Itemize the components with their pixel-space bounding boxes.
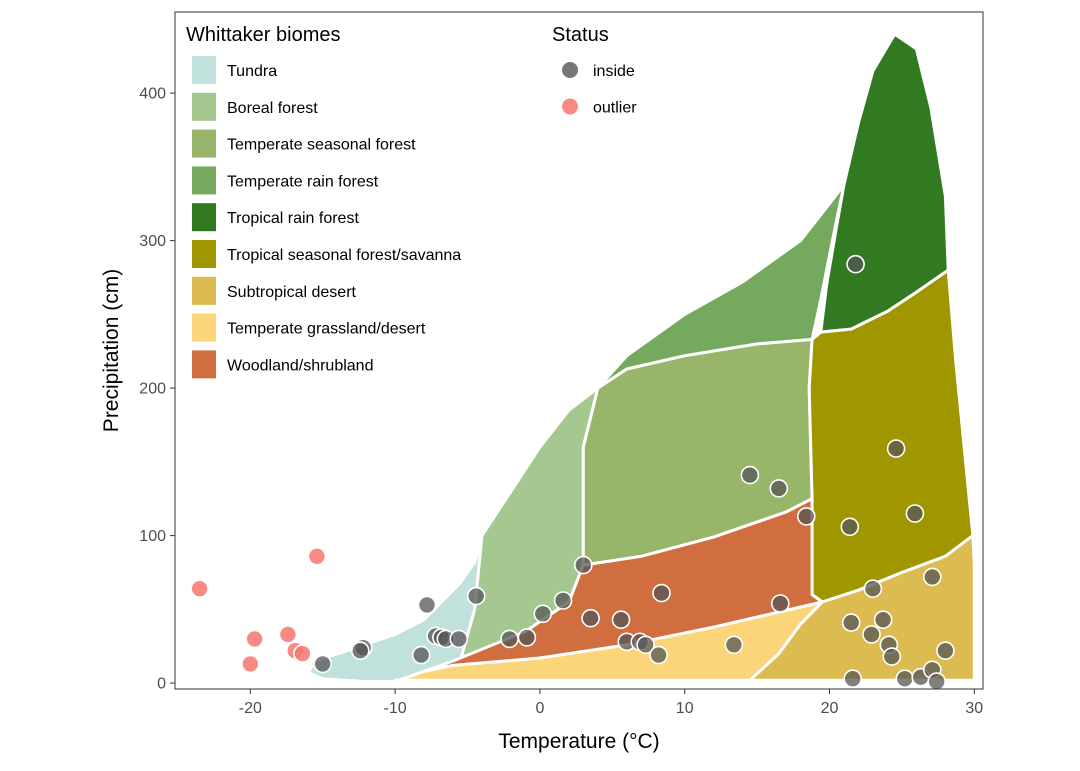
legend-swatch-temperate-grassland-desert <box>192 313 216 342</box>
point-outlier <box>307 546 327 566</box>
legend-status-title: Status <box>552 24 609 46</box>
point-inside <box>927 672 947 691</box>
point-inside <box>841 613 861 632</box>
x-tick-label: 10 <box>676 700 694 717</box>
point-inside <box>611 610 631 630</box>
point-inside <box>411 645 431 665</box>
legend-label-tropical-rain-forest: Tropical rain forest <box>227 210 359 227</box>
point-inside <box>770 594 790 613</box>
y-tick-label: 200 <box>139 381 166 398</box>
legend-biomes-title: Whittaker biomes <box>186 24 341 46</box>
legend-swatch-woodland-shrubland <box>192 350 216 379</box>
point-outlier <box>241 654 260 674</box>
point-inside <box>417 595 437 615</box>
y-tick-label: 400 <box>139 86 166 103</box>
point-outlier <box>293 644 312 663</box>
legend-label-temperate-seasonal-forest: Temperate seasonal forest <box>227 137 416 154</box>
point-inside <box>862 625 881 644</box>
legend-label-subtropical-desert: Subtropical desert <box>227 284 357 301</box>
point-outlier <box>245 629 264 649</box>
point-inside <box>905 504 925 523</box>
point-inside <box>886 439 906 458</box>
legend-swatch-temperate-rain-forest <box>192 166 216 195</box>
legend-label-temperate-rain-forest: Temperate rain forest <box>227 173 379 190</box>
point-inside <box>517 628 537 647</box>
x-tick-label: -10 <box>384 700 407 717</box>
point-inside <box>840 517 860 537</box>
legend-label-temperate-grassland-desert: Temperate grassland/desert <box>227 321 426 338</box>
point-outlier <box>190 579 209 599</box>
x-tick-label: -20 <box>239 700 262 717</box>
y-axis-title: Precipitation (cm) <box>100 269 123 432</box>
legend-key-inside <box>562 62 578 78</box>
point-inside <box>796 507 816 526</box>
legend-swatch-tropical-rain-forest <box>192 203 216 232</box>
point-inside <box>863 579 883 599</box>
x-axis-title: Temperature (°C) <box>498 730 659 753</box>
point-inside <box>882 647 902 666</box>
point-inside <box>649 645 668 665</box>
point-inside <box>843 669 863 689</box>
point-inside <box>846 254 865 274</box>
x-tick-label: 30 <box>965 700 983 717</box>
y-tick-label: 100 <box>139 528 166 545</box>
legend-swatch-subtropical-desert <box>192 276 216 305</box>
point-inside <box>500 629 519 649</box>
point-inside <box>581 608 600 628</box>
point-inside <box>922 567 942 587</box>
legend-label-outlier: outlier <box>593 100 637 117</box>
legend-label-woodland-shrubland: Woodland/shrubland <box>227 357 373 374</box>
data-points <box>190 254 955 691</box>
point-inside <box>652 583 671 603</box>
legend-label-boreal-forest: Boreal forest <box>227 100 318 117</box>
legend-swatch-boreal-forest <box>192 92 216 121</box>
legend-label-tundra: Tundra <box>227 63 277 80</box>
point-inside <box>769 479 789 498</box>
point-inside <box>636 635 655 655</box>
y-tick-label: 0 <box>157 676 166 693</box>
legend-swatch-tundra <box>192 56 216 84</box>
plot-panel-border <box>174 11 984 690</box>
point-inside <box>573 555 593 575</box>
legend-label-inside: inside <box>593 63 635 80</box>
legend-biomes: Whittaker biomes Tundra Boreal forest Temp… <box>186 24 461 379</box>
point-outlier <box>278 625 298 644</box>
y-tick-label: 300 <box>139 233 166 250</box>
point-inside <box>936 641 955 661</box>
point-inside <box>313 654 333 674</box>
point-inside <box>533 604 553 624</box>
legend-swatch-tropical-seasonal-forest-savanna <box>192 240 216 268</box>
biome-regions <box>306 32 976 684</box>
x-tick-label: 20 <box>821 700 839 717</box>
legend-status: Status inside outlier <box>552 24 637 117</box>
point-inside <box>466 586 486 606</box>
point-inside <box>895 669 915 689</box>
legend-label-tropical-seasonal-forest-savanna: Tropical seasonal forest/savanna <box>227 247 461 264</box>
point-inside <box>350 641 370 661</box>
point-inside <box>724 635 744 655</box>
point-inside <box>449 629 469 649</box>
point-inside <box>553 591 573 610</box>
x-tick-label: 0 <box>535 700 544 717</box>
legend-swatch-temperate-seasonal-forest <box>192 129 216 158</box>
legend-key-outlier <box>562 98 578 115</box>
point-inside <box>873 610 893 630</box>
point-inside <box>740 465 760 485</box>
